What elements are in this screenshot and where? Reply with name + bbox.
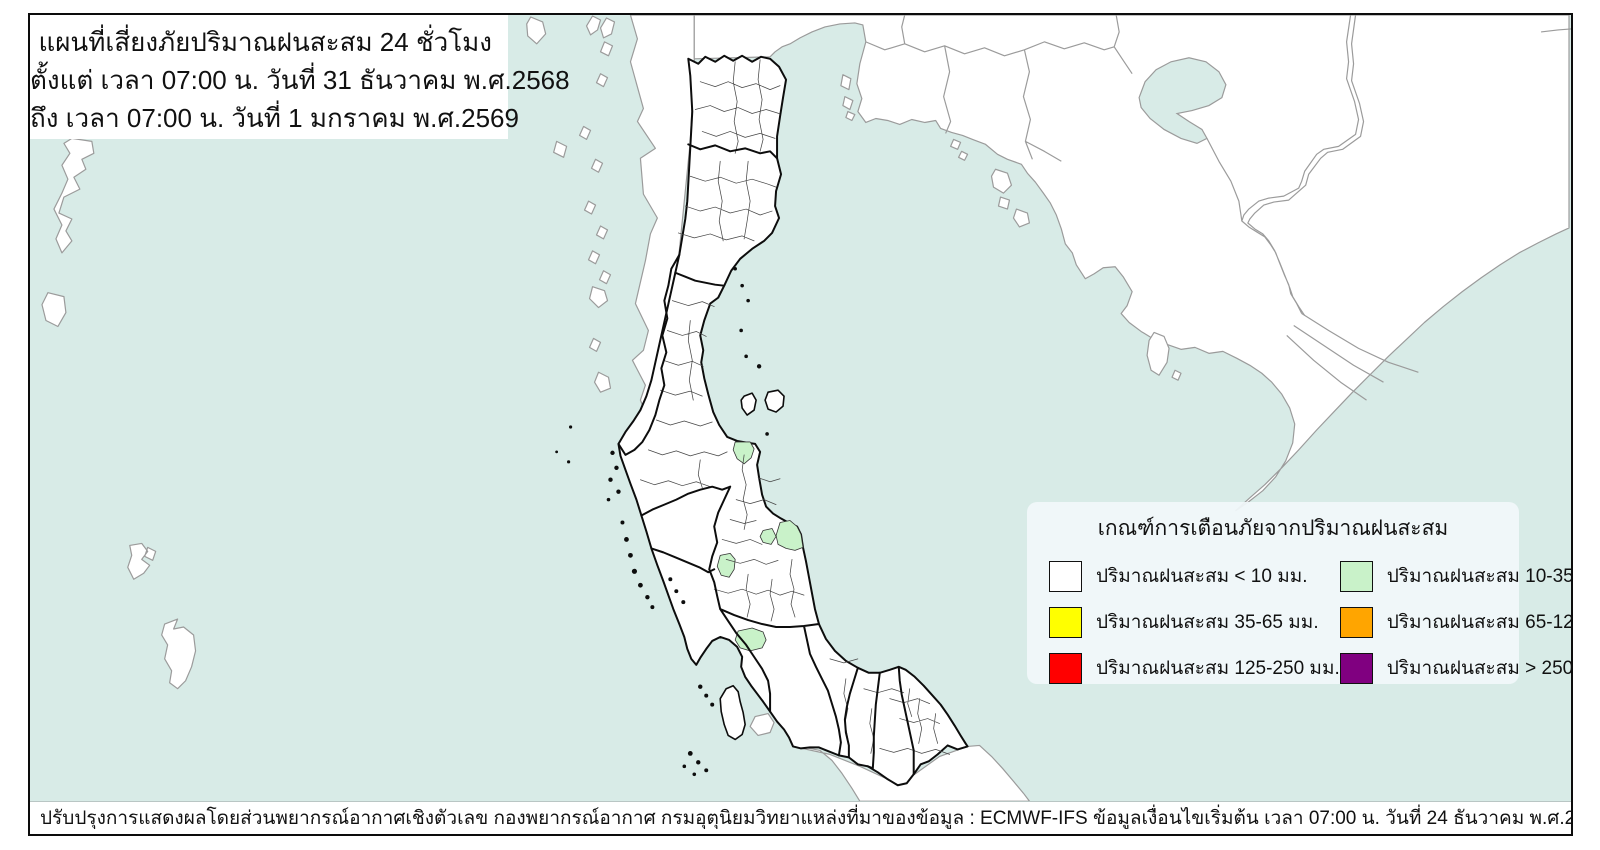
legend-title: เกณฑ์การเตือนภัยจากปริมาณฝนสะสม	[1097, 517, 1449, 540]
ko-phangan	[740, 392, 757, 416]
footer-source-text: แหล่งที่มาของข้อมูล : ECMWF-IFS ข้อมูลเง…	[800, 808, 1573, 829]
legend-item-10-35: ปริมาณฝนสะสม 10-35 มม.	[1339, 555, 1571, 597]
legend-box: เกณฑ์การเตือนภัยจากปริมาณฝนสะสม ปริมาณฝน…	[1027, 502, 1571, 684]
langkawi-island	[749, 712, 775, 737]
map-svg	[41, 15, 1571, 802]
thailand-peninsula	[555, 54, 969, 787]
andaman-nicobar-islands	[41, 137, 197, 690]
mekong-delta-channels	[1286, 313, 1419, 401]
rain-district-1	[732, 441, 755, 465]
legend-swatch-red	[1049, 652, 1082, 684]
legend-item-gt250: ปริมาณฝนสะสม > 250 มม.	[1339, 647, 1571, 689]
legend-swatch-purple	[1339, 652, 1373, 684]
legend-item-125-250: ปริมาณฝนสะสม 125-250 มม.	[1049, 647, 1340, 689]
phu-quoc-island	[1146, 331, 1182, 381]
legend-swatch-green	[1339, 560, 1373, 592]
indochina-borders	[865, 15, 1571, 162]
footer-bar: ปรับปรุงการแสดงผลโดยส่วนพยากรณ์อากาศเชิง…	[30, 801, 1571, 834]
legend-item-65-125: ปริมาณฝนสะสม 65-125 มม.	[1339, 601, 1571, 643]
thai-islands	[555, 266, 785, 777]
legend-item-35-65: ปริมาณฝนสะสม 35-65 มม.	[1049, 601, 1340, 643]
phuket-island	[719, 684, 746, 741]
ko-samui	[764, 389, 785, 413]
map-title-line2: ตั้งแต่ เวลา 07:00 น. วันที่ 31 ธันวาคม …	[30, 65, 570, 95]
rain-district-4	[716, 552, 736, 578]
province-borders	[617, 143, 915, 776]
tonle-sap-outlet	[1206, 138, 1243, 222]
map-title-line1: แผนที่เสี่ยงภัยปริมาณฝนสะสม 24 ชั่วโมง	[38, 27, 492, 57]
title-box: แผนที่เสี่ยงภัยปริมาณฝนสะสม 24 ชั่วโมง ต…	[30, 15, 570, 139]
koh-chang-islands	[840, 74, 1031, 228]
map-frame: แผนที่เสี่ยงภัยปริมาณฝนสะสม 24 ชั่วโมง ต…	[28, 13, 1573, 836]
myanmar-islands	[526, 15, 616, 393]
rain-district-3	[775, 520, 804, 551]
rain-district-5	[734, 627, 767, 652]
rain-district-2	[759, 528, 777, 545]
legend-swatch-yellow	[1049, 606, 1082, 638]
legend-grid: ปริมาณฝนสะสม < 10 มม. ปริมาณฝนสะสม 35-65…	[1027, 555, 1571, 689]
map-title-line3: ถึง เวลา 07:00 น. วันที่ 1 มกราคม พ.ศ.25…	[30, 103, 519, 133]
mekong-river	[1241, 15, 1365, 316]
legend-swatch-orange	[1339, 606, 1373, 638]
rain-highlight-districts	[716, 441, 804, 652]
legend-item-lt10: ปริมาณฝนสะสม < 10 มม.	[1049, 555, 1340, 597]
district-borders	[640, 59, 950, 755]
mainland-indochina	[693, 15, 1571, 512]
footer-credit-text: ปรับปรุงการแสดงผลโดยส่วนพยากรณ์อากาศเชิง…	[40, 808, 801, 829]
tonle-sap-lake	[1138, 57, 1227, 145]
legend-swatch-white	[1049, 560, 1082, 592]
